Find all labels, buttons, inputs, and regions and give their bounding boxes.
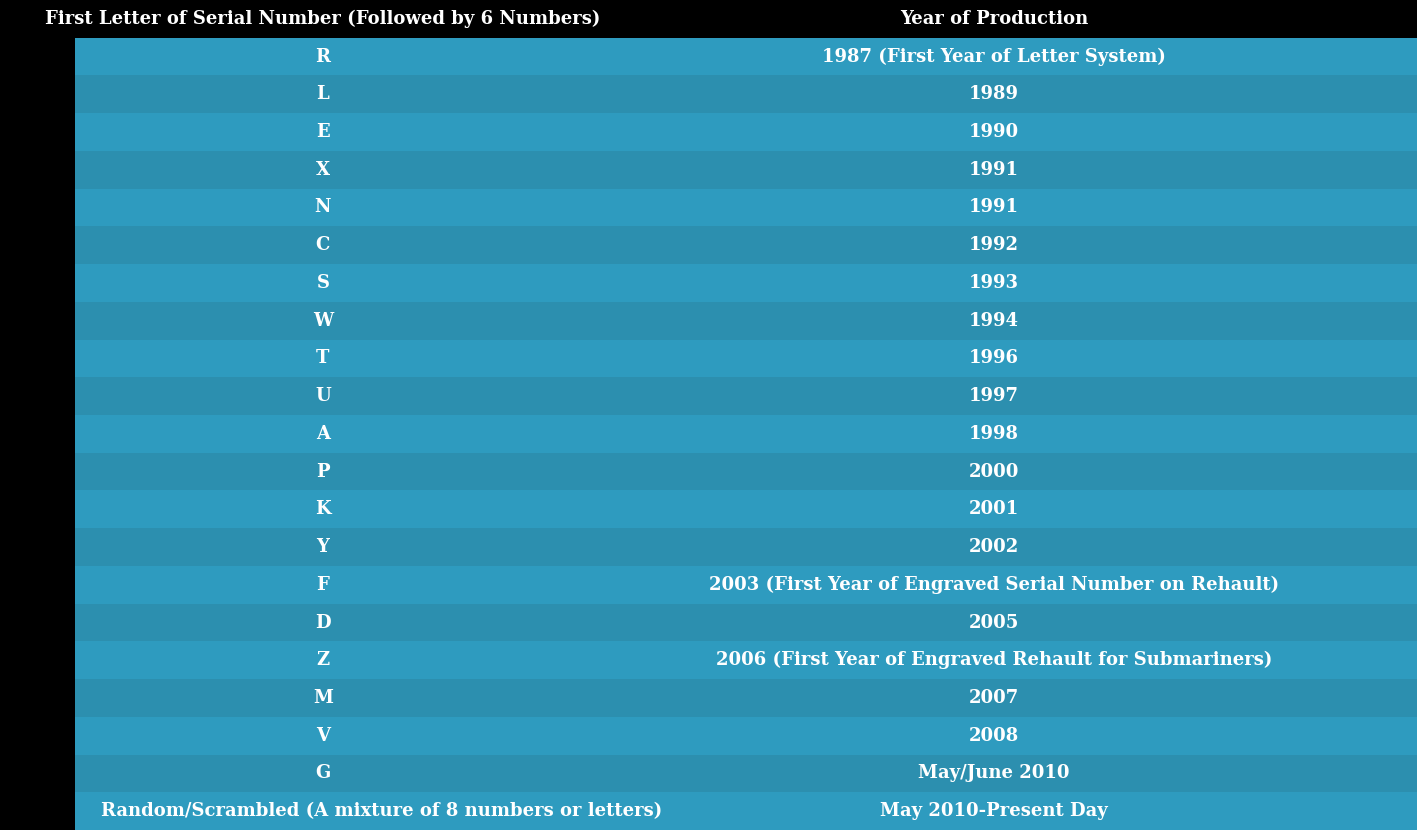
Text: Random/Scrambled (A mixture of 8 numbers or letters): Random/Scrambled (A mixture of 8 numbers… bbox=[102, 802, 663, 820]
FancyBboxPatch shape bbox=[75, 528, 1417, 566]
Text: V: V bbox=[316, 727, 330, 745]
Text: N: N bbox=[315, 198, 332, 217]
Text: W: W bbox=[313, 312, 333, 330]
FancyBboxPatch shape bbox=[75, 302, 1417, 339]
FancyBboxPatch shape bbox=[75, 339, 1417, 378]
Text: Year of Production: Year of Production bbox=[900, 10, 1088, 28]
Text: K: K bbox=[315, 500, 330, 518]
Text: F: F bbox=[316, 576, 329, 593]
Text: First Letter of Serial Number (Followed by 6 Numbers): First Letter of Serial Number (Followed … bbox=[45, 10, 601, 28]
Text: 2008: 2008 bbox=[969, 727, 1019, 745]
Text: E: E bbox=[316, 123, 330, 141]
Text: C: C bbox=[316, 237, 330, 254]
Text: 1990: 1990 bbox=[969, 123, 1019, 141]
Text: 1997: 1997 bbox=[969, 387, 1019, 405]
FancyBboxPatch shape bbox=[75, 717, 1417, 754]
Text: X: X bbox=[316, 161, 330, 178]
FancyBboxPatch shape bbox=[75, 188, 1417, 227]
Text: May 2010-Present Day: May 2010-Present Day bbox=[880, 802, 1108, 820]
FancyBboxPatch shape bbox=[75, 76, 1417, 113]
Text: Y: Y bbox=[316, 538, 329, 556]
Text: 1989: 1989 bbox=[969, 85, 1019, 103]
FancyBboxPatch shape bbox=[75, 679, 1417, 717]
Text: M: M bbox=[313, 689, 333, 707]
Text: May/June 2010: May/June 2010 bbox=[918, 764, 1070, 783]
Text: P: P bbox=[316, 462, 330, 481]
Text: T: T bbox=[316, 349, 330, 368]
Text: 1996: 1996 bbox=[969, 349, 1019, 368]
FancyBboxPatch shape bbox=[75, 113, 1417, 151]
Text: 2007: 2007 bbox=[969, 689, 1019, 707]
FancyBboxPatch shape bbox=[75, 793, 1417, 830]
Text: A: A bbox=[316, 425, 330, 443]
Text: Z: Z bbox=[316, 652, 329, 669]
Text: 2002: 2002 bbox=[969, 538, 1019, 556]
FancyBboxPatch shape bbox=[75, 415, 1417, 452]
Text: 1994: 1994 bbox=[969, 312, 1019, 330]
Text: S: S bbox=[316, 274, 329, 292]
FancyBboxPatch shape bbox=[75, 37, 1417, 76]
Text: 1987 (First Year of Letter System): 1987 (First Year of Letter System) bbox=[822, 47, 1166, 66]
FancyBboxPatch shape bbox=[75, 0, 1417, 37]
Text: 2000: 2000 bbox=[969, 462, 1019, 481]
Text: 2003 (First Year of Engraved Serial Number on Rehault): 2003 (First Year of Engraved Serial Numb… bbox=[708, 576, 1280, 594]
FancyBboxPatch shape bbox=[75, 491, 1417, 528]
Text: 2001: 2001 bbox=[969, 500, 1019, 518]
FancyBboxPatch shape bbox=[75, 452, 1417, 491]
Text: 1991: 1991 bbox=[969, 161, 1019, 178]
Text: L: L bbox=[316, 85, 329, 103]
FancyBboxPatch shape bbox=[75, 603, 1417, 642]
FancyBboxPatch shape bbox=[75, 378, 1417, 415]
Text: 2006 (First Year of Engraved Rehault for Submariners): 2006 (First Year of Engraved Rehault for… bbox=[716, 651, 1272, 669]
Text: 1992: 1992 bbox=[969, 237, 1019, 254]
Text: U: U bbox=[315, 387, 330, 405]
FancyBboxPatch shape bbox=[75, 754, 1417, 793]
Text: 2005: 2005 bbox=[969, 613, 1019, 632]
FancyBboxPatch shape bbox=[75, 642, 1417, 679]
FancyBboxPatch shape bbox=[75, 151, 1417, 188]
Text: 1998: 1998 bbox=[969, 425, 1019, 443]
FancyBboxPatch shape bbox=[75, 264, 1417, 302]
Text: 1993: 1993 bbox=[969, 274, 1019, 292]
Text: 1991: 1991 bbox=[969, 198, 1019, 217]
Text: R: R bbox=[316, 47, 330, 66]
FancyBboxPatch shape bbox=[75, 566, 1417, 603]
Text: G: G bbox=[315, 764, 330, 783]
FancyBboxPatch shape bbox=[75, 227, 1417, 264]
Text: D: D bbox=[315, 613, 330, 632]
